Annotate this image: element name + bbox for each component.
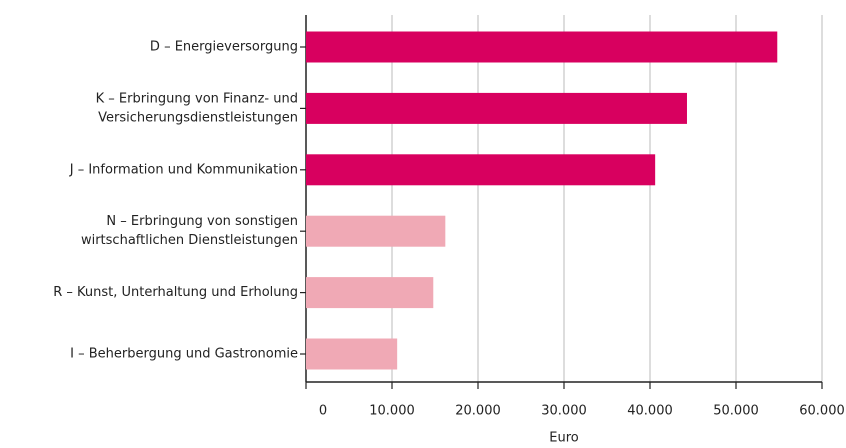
x-tick-label: 40.000 — [627, 404, 673, 419]
bar — [306, 154, 656, 186]
y-tick-label: D – Energieversorgung — [150, 40, 298, 55]
bar — [306, 338, 398, 370]
bar — [306, 215, 446, 247]
x-tick-label: 0 — [319, 404, 327, 419]
y-tick-label: wirtschaftlichen Dienstleistungen — [81, 233, 298, 248]
y-tick-label: K – Erbringung von Finanz- und — [96, 91, 298, 106]
x-tick-label: 50.000 — [713, 404, 759, 419]
y-tick-label: I – Beherbergung und Gastronomie — [70, 347, 298, 362]
x-tick-label: 30.000 — [541, 404, 587, 419]
bar — [306, 92, 687, 124]
bar — [306, 277, 434, 309]
x-tick-label: 20.000 — [455, 404, 501, 419]
bar — [306, 31, 778, 63]
y-tick-label: J – Information und Kommunikation — [69, 162, 298, 177]
x-tick-label: 10.000 — [369, 404, 415, 419]
y-tick-label: N – Erbringung von sonstigen — [106, 214, 298, 229]
y-tick-label: R – Kunst, Unterhaltung und Erholung — [53, 285, 298, 300]
x-tick-label: 60.000 — [799, 404, 845, 419]
y-tick-label: Versicherungsdienstleistungen — [98, 110, 298, 125]
x-axis-title: Euro — [549, 431, 579, 446]
